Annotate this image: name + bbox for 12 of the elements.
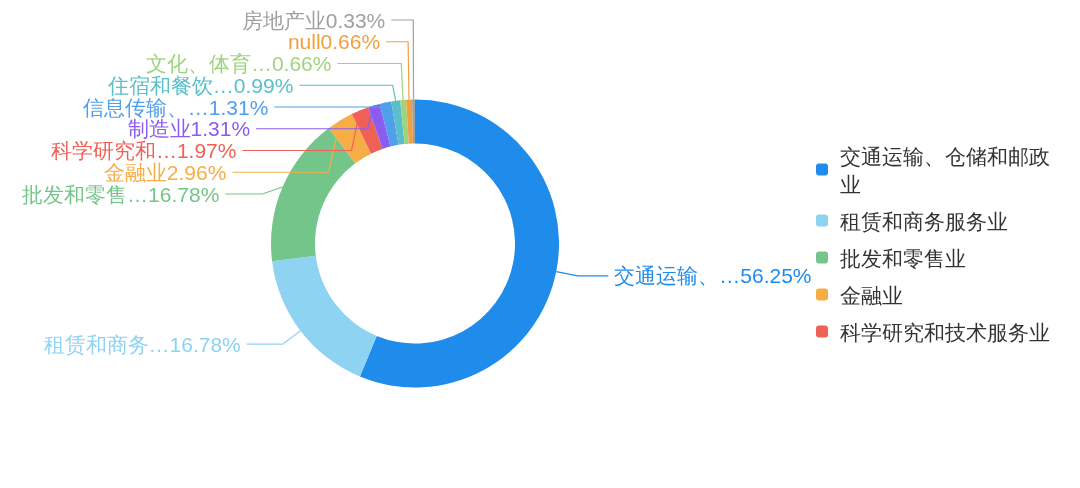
data-label: 住宿和餐饮…0.99% (106, 73, 294, 97)
data-label: 批发和零售…16.78% (22, 182, 220, 206)
data-label: 金融业2.96% (103, 160, 227, 184)
data-label: 文化、体育…0.66% (145, 52, 332, 75)
data-label: 交通运输、…56.25% (614, 264, 812, 288)
data-label: 房地产业0.33% (241, 8, 386, 32)
data-label: 科学研究和…1.97% (50, 139, 237, 162)
data-label: 制造业1.31% (127, 117, 251, 141)
legend-label: 批发和零售业 (840, 246, 966, 269)
data-label: null0.66% (287, 30, 381, 54)
legend-label: 金融业 (840, 283, 903, 306)
data-label: 租赁和商务…16.78% (43, 332, 241, 356)
